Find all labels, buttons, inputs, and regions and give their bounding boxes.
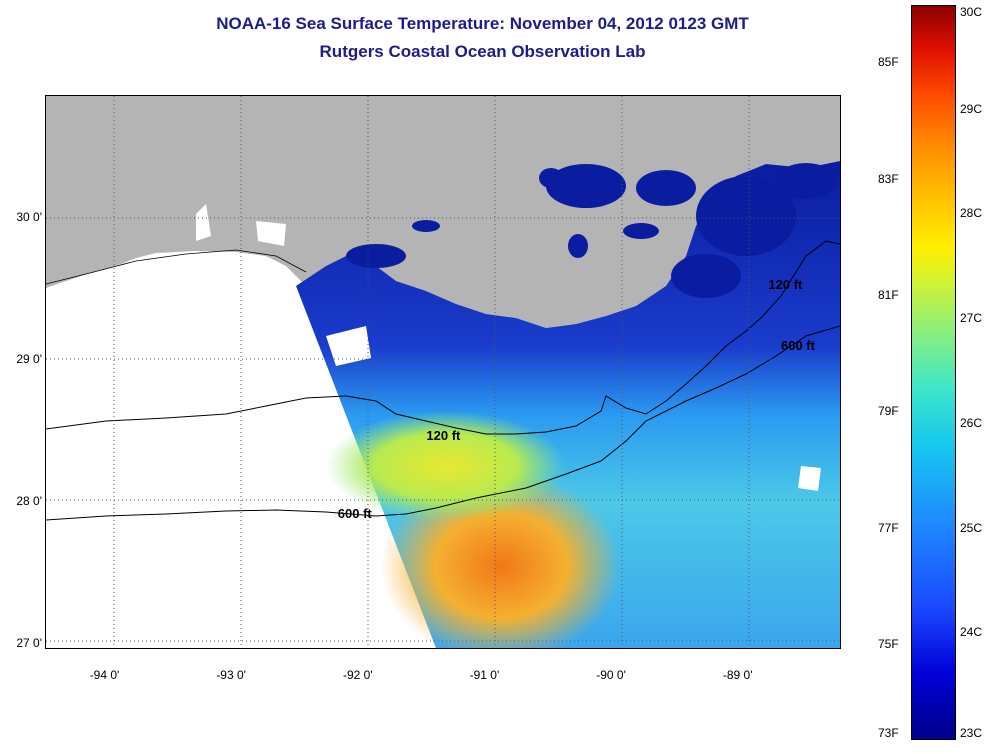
colorbar-f-label: 81F: [878, 287, 899, 302]
latitude-tick-label: 30 0': [16, 210, 42, 225]
latitude-tick-label: 28 0': [16, 494, 42, 509]
longitude-tick-label: -94 0': [89, 668, 120, 682]
map-subtitle: Rutgers Coastal Ocean Observation Lab: [319, 42, 646, 61]
colorbar-c-label: 30C: [960, 5, 983, 19]
contour-depth-label: 600 ft: [337, 505, 372, 521]
colorbar-c-label: 23C: [960, 726, 983, 740]
longitude-tick-label: -92 0': [342, 668, 373, 682]
longitude-tick-label: -89 0': [722, 668, 753, 682]
inland-water: [346, 163, 836, 298]
latitude-tick-label: 29 0': [16, 352, 42, 367]
contour-depth-label: 600 ft: [781, 338, 815, 354]
colorbar-c-label: 25C: [960, 520, 983, 535]
colorbar-f-label: 77F: [878, 520, 899, 535]
colorbar-f-label: 83F: [878, 171, 899, 186]
longitude-tick-label: -90 0': [596, 668, 626, 682]
colorbar-c-label: 27C: [960, 311, 983, 326]
colorbar-c-label: 26C: [960, 415, 983, 430]
mild-band: [326, 411, 566, 521]
contour-depth-label: 120 ft: [426, 427, 461, 443]
longitude-tick-label: -91 0': [469, 668, 500, 682]
sst-map: [45, 95, 841, 649]
longitude-tick-label: -93 0': [216, 668, 246, 682]
no-data-gaps: [196, 204, 821, 491]
graticule: [46, 96, 840, 648]
land-area: [46, 96, 840, 328]
colorbar-f-label: 73F: [878, 726, 899, 740]
temperature-colorbar: [911, 5, 956, 740]
sst-map-canvas: [46, 96, 840, 648]
colorbar-f-label: 79F: [878, 404, 899, 419]
bathymetry-contours: [46, 240, 840, 521]
latitude-tick-label: 27 0': [16, 636, 42, 651]
colorbar-f-label: 85F: [878, 55, 899, 70]
colorbar-c-label: 29C: [960, 101, 983, 116]
colorbar-f-label: 75F: [878, 636, 899, 651]
colorbar-c-label: 28C: [960, 206, 983, 221]
map-title: NOAA-16 Sea Surface Temperature: Novembe…: [216, 14, 749, 33]
colorbar-c-label: 24C: [960, 625, 983, 640]
contour-depth-label: 120 ft: [768, 277, 803, 293]
